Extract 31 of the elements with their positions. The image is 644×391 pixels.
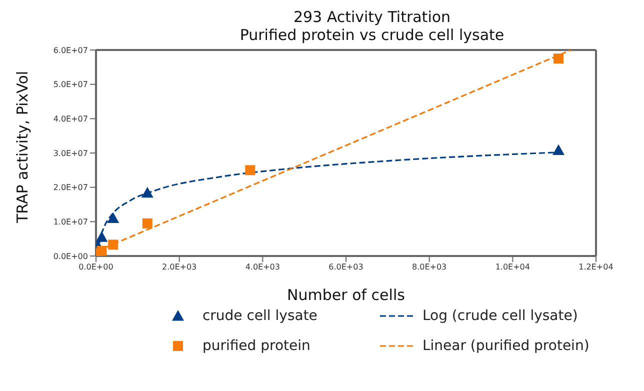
x-tick-label: 6.0E+03 xyxy=(328,262,364,272)
y-tick-label: 2.0E+07 xyxy=(53,183,88,192)
point xyxy=(96,231,108,242)
x-tick-label: 8.0E+03 xyxy=(412,262,447,272)
x-tick-label: 1.2E+04 xyxy=(578,262,614,272)
legend-label: crude cell lysate xyxy=(202,308,318,324)
y-tick-label: 4.0E+07 xyxy=(53,114,88,124)
point xyxy=(108,240,118,250)
point xyxy=(142,218,152,228)
y-tick-label: 3.0E+07 xyxy=(53,148,88,158)
legend-label: Log (crude cell lysate) xyxy=(422,308,578,324)
point xyxy=(552,144,564,156)
x-axis-title: Number of cells xyxy=(287,286,406,304)
point xyxy=(554,54,564,64)
y-tick-label: 5.0E+07 xyxy=(53,80,88,90)
x-tick-label: 2.0E+03 xyxy=(162,262,197,272)
y-tick-label: 0.0E+00 xyxy=(53,252,88,261)
point xyxy=(245,165,256,176)
point xyxy=(107,212,120,224)
y-tick-label: 6.0E+07 xyxy=(53,46,88,55)
chart-subtitle: Purified protein vs crude cell lysate xyxy=(238,26,506,44)
chart-title: 293 Activity Titration xyxy=(292,8,452,26)
legend-label: purified protein xyxy=(202,338,310,354)
legend-label: Linear (purified protein) xyxy=(422,338,590,354)
x-tick-label: 1.0E+04 xyxy=(495,262,530,272)
y-tick-label: 1.0E+07 xyxy=(53,218,88,227)
y-axis-title: TRAP activity, PixVol xyxy=(13,70,32,224)
point xyxy=(96,246,107,256)
x-tick-label: 4.0E+03 xyxy=(245,262,280,272)
x-tick-label: 0.0E+00 xyxy=(78,262,114,272)
point xyxy=(141,186,154,198)
